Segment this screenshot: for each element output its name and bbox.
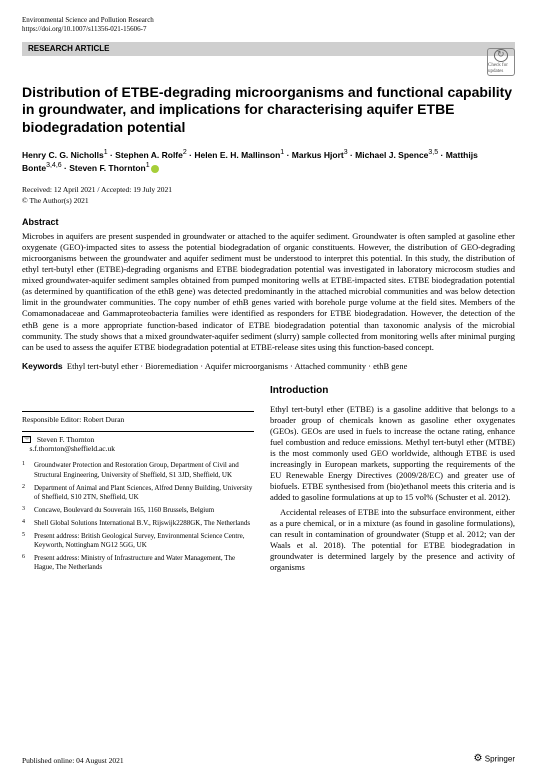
update-icon [494, 49, 508, 62]
aff-num: 1 [22, 461, 34, 479]
keywords-text: Ethyl tert-butyl ether · Bioremediation … [67, 361, 407, 371]
correspondence: Steven F. Thornton s.f.thornton@sheffiel… [22, 431, 254, 454]
intro-p2: Accidental releases of ETBE into the sub… [270, 507, 515, 573]
envelope-icon [22, 436, 31, 443]
corr-name: Steven F. Thornton [37, 435, 94, 444]
aff-num: 4 [22, 519, 34, 528]
left-column: Responsible Editor: Robert Duran Steven … [22, 385, 254, 577]
published-online: Published online: 04 August 2021 [22, 756, 124, 765]
aff-text: Concawe, Boulevard du Souverain 165, 116… [34, 506, 254, 515]
article-dates: Received: 12 April 2021 / Accepted: 19 J… [22, 185, 515, 194]
editor-name: Robert Duran [83, 415, 124, 424]
copyright: © The Author(s) 2021 [22, 196, 515, 205]
affiliation-row: 3 Concawe, Boulevard du Souverain 165, 1… [22, 506, 254, 515]
publisher-mark: ⚙ Springer [474, 753, 515, 766]
aff-text: Present address: Ministry of Infrastruct… [34, 554, 254, 572]
keywords-line: Keywords Ethyl tert-butyl ether · Biorem… [22, 361, 515, 372]
springer-icon: ⚙ [474, 753, 483, 766]
article-title: Distribution of ETBE-degrading microorga… [22, 84, 515, 137]
affiliation-row: 6 Present address: Ministry of Infrastru… [22, 554, 254, 572]
affiliation-row: 5 Present address: British Geological Su… [22, 532, 254, 550]
aff-text: Shell Global Solutions International B.V… [34, 519, 254, 528]
keywords-label: Keywords [22, 361, 63, 371]
aff-text: Present address: British Geological Surv… [34, 532, 254, 550]
article-type-bar: RESEARCH ARTICLE [22, 42, 515, 56]
responsible-editor: Responsible Editor: Robert Duran [22, 411, 254, 424]
affiliation-row: 2 Department of Animal and Plant Science… [22, 484, 254, 502]
page-footer: Published online: 04 August 2021 ⚙ Sprin… [22, 753, 515, 766]
aff-num: 5 [22, 532, 34, 550]
header: Environmental Science and Pollution Rese… [22, 16, 515, 25]
aff-text: Groundwater Protection and Restoration G… [34, 461, 254, 479]
badge-text: Check for updates [488, 63, 514, 76]
check-updates-badge[interactable]: Check for updates [487, 48, 515, 76]
right-column: Introduction Ethyl tert-butyl ether (ETB… [270, 385, 515, 577]
orcid-icon[interactable] [151, 165, 159, 173]
aff-num: 2 [22, 484, 34, 502]
affiliation-row: 4 Shell Global Solutions International B… [22, 519, 254, 528]
doi: https://doi.org/10.1007/s11356-021-15606… [22, 25, 515, 34]
author-list: Henry C. G. Nicholls1 · Stephen A. Rolfe… [22, 148, 515, 175]
intro-p1: Ethyl tert-butyl ether (ETBE) is a gasol… [270, 404, 515, 503]
journal-name: Environmental Science and Pollution Rese… [22, 16, 154, 25]
abstract-heading: Abstract [22, 217, 515, 228]
introduction-body: Ethyl tert-butyl ether (ETBE) is a gasol… [270, 404, 515, 574]
two-column-region: Responsible Editor: Robert Duran Steven … [22, 385, 515, 577]
editor-label: Responsible Editor: [22, 415, 81, 424]
aff-num: 6 [22, 554, 34, 572]
aff-text: Department of Animal and Plant Sciences,… [34, 484, 254, 502]
abstract-body: Microbes in aquifers are present suspend… [22, 231, 515, 353]
corr-email: s.f.thornton@sheffield.ac.uk [30, 444, 116, 453]
introduction-heading: Introduction [270, 385, 515, 398]
affiliations: 1 Groundwater Protection and Restoration… [22, 461, 254, 572]
aff-num: 3 [22, 506, 34, 515]
publisher-name: Springer [485, 754, 515, 763]
authors-inline: Henry C. G. Nicholls1 · Stephen A. Rolfe… [22, 150, 478, 174]
affiliation-row: 1 Groundwater Protection and Restoration… [22, 461, 254, 479]
